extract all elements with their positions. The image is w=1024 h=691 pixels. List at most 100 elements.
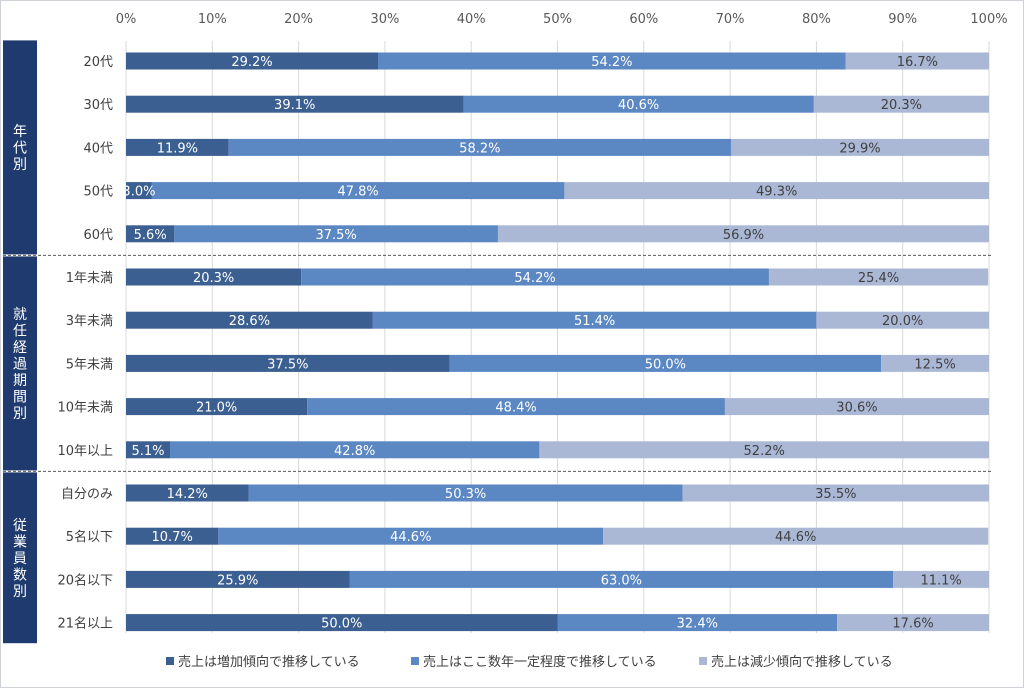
bar-segment xyxy=(845,52,989,70)
data-label: 11.9% xyxy=(157,141,198,156)
data-label: 28.6% xyxy=(229,314,270,329)
x-tick-label: 50% xyxy=(543,12,572,27)
bar-segment xyxy=(893,570,989,588)
data-label: 47.8% xyxy=(337,185,378,200)
category-label: 5年未満 xyxy=(66,357,113,372)
bar-segment xyxy=(724,398,989,416)
bar-segment xyxy=(126,570,350,588)
x-tick-label: 90% xyxy=(888,12,917,27)
data-label: 49.3% xyxy=(756,185,797,200)
data-label: 54.2% xyxy=(514,271,555,286)
x-tick-label: 80% xyxy=(802,12,831,27)
data-label: 16.7% xyxy=(897,55,938,70)
data-label: 50.0% xyxy=(321,617,362,632)
x-axis-ticks: 0% 10% 20% 30% 40% 50% 60% 70% 80% 90% 100% xyxy=(116,12,1008,27)
bar-segment xyxy=(126,354,450,372)
bar-segment xyxy=(126,484,249,502)
bar-segment xyxy=(126,441,171,459)
bar-segment xyxy=(372,311,817,329)
bar-segment xyxy=(218,527,604,545)
data-label: 42.8% xyxy=(334,444,375,459)
bar-segment xyxy=(228,138,731,156)
data-label: 5.1% xyxy=(131,444,164,459)
category-label: 60代 xyxy=(83,228,113,243)
data-label: 58.2% xyxy=(459,141,500,156)
legend-entry: 売上は増加傾向で推移している xyxy=(178,654,360,670)
data-label: 20.3% xyxy=(193,271,234,286)
category-labels: 20代 30代 40代 50代 60代 1年未満 3年未満 5年未満 10年未満 10年以上自分の… xyxy=(57,55,113,632)
category-label: 10年未満 xyxy=(57,401,113,416)
legend-entry: 売上は減少傾向で推移している xyxy=(711,654,893,670)
category-label: 30代 xyxy=(83,98,113,113)
bar-segment xyxy=(126,225,175,243)
group-label-box xyxy=(3,256,37,471)
bar-segment xyxy=(768,268,989,286)
bar-segment xyxy=(837,614,989,632)
group-separators xyxy=(3,254,993,472)
data-label: 5.6% xyxy=(134,228,167,243)
bar-segment xyxy=(813,95,989,113)
category-label: 5名以下 xyxy=(66,529,113,545)
data-label: 50.0% xyxy=(645,357,686,372)
x-tick-label: 30% xyxy=(370,12,399,27)
data-label: 25.4% xyxy=(858,271,899,286)
group-label-box xyxy=(3,40,37,255)
x-tick-label: 100% xyxy=(970,12,1007,27)
data-label: 17.6% xyxy=(892,617,933,632)
data-label: 30.6% xyxy=(836,401,877,416)
data-label: 44.6% xyxy=(390,530,431,545)
data-label: 35.5% xyxy=(815,487,856,502)
data-label: 10.7% xyxy=(152,530,193,545)
bar-segment xyxy=(170,441,540,459)
category-label: 1年未満 xyxy=(66,271,113,286)
bar-segment xyxy=(377,52,846,70)
bar-segment xyxy=(564,182,989,200)
x-tick-label: 40% xyxy=(457,12,486,27)
data-label: 51.4% xyxy=(574,314,615,329)
data-label: 11.1% xyxy=(920,573,961,588)
x-tick-label: 20% xyxy=(284,12,313,27)
legend-swatch xyxy=(411,657,419,665)
data-label: 54.2% xyxy=(591,55,632,70)
bar-segment xyxy=(126,138,229,156)
bar-segment xyxy=(151,182,565,200)
data-label: 63.0% xyxy=(601,573,642,588)
data-label: 32.4% xyxy=(677,617,718,632)
x-tick-label: 60% xyxy=(629,12,658,27)
bar-segment xyxy=(126,614,558,632)
data-label: 20.0% xyxy=(882,314,923,329)
data-label: 44.6% xyxy=(775,530,816,545)
bar-segment xyxy=(881,354,989,372)
data-label: 56.9% xyxy=(723,228,764,243)
legend-swatch xyxy=(699,657,707,665)
data-label: 3.0% xyxy=(122,185,155,200)
data-label: 52.2% xyxy=(744,444,785,459)
bar-segment xyxy=(463,95,814,113)
legend: 売上は増加傾向で推移している 売上はここ数年一定程度で推移している 売上は減少傾向で… xyxy=(166,654,893,670)
group-label: 就任経過期間別 xyxy=(13,307,27,422)
bar-segment xyxy=(449,354,882,372)
data-label: 39.1% xyxy=(274,98,315,113)
bar-segment xyxy=(126,311,373,329)
legend-swatch xyxy=(166,657,174,665)
data-label: 21.0% xyxy=(196,401,237,416)
data-label: 40.6% xyxy=(618,98,659,113)
x-tick-label: 70% xyxy=(716,12,745,27)
bar-segment xyxy=(126,182,152,200)
legend-entry: 売上はここ数年一定程度で推移している xyxy=(423,654,657,670)
data-label: 37.5% xyxy=(267,357,308,372)
x-tick-label: 10% xyxy=(198,12,227,27)
group-label-box xyxy=(3,472,37,644)
bar-segment xyxy=(539,441,989,459)
bar-segment xyxy=(816,311,989,329)
category-label: 40代 xyxy=(83,141,113,156)
bar-segment xyxy=(307,398,725,416)
data-labels: 29.2% 54.2% 16.7% 39.1% 40.6% 20.3% 11.9% 58.2%… xyxy=(122,55,961,632)
bar-segment xyxy=(349,570,894,588)
category-label: 10年以上 xyxy=(57,444,113,459)
category-label: 3年未満 xyxy=(66,314,113,329)
data-label: 25.9% xyxy=(217,573,258,588)
category-label: 20代 xyxy=(83,55,113,70)
category-label: 自分のみ xyxy=(61,487,113,502)
